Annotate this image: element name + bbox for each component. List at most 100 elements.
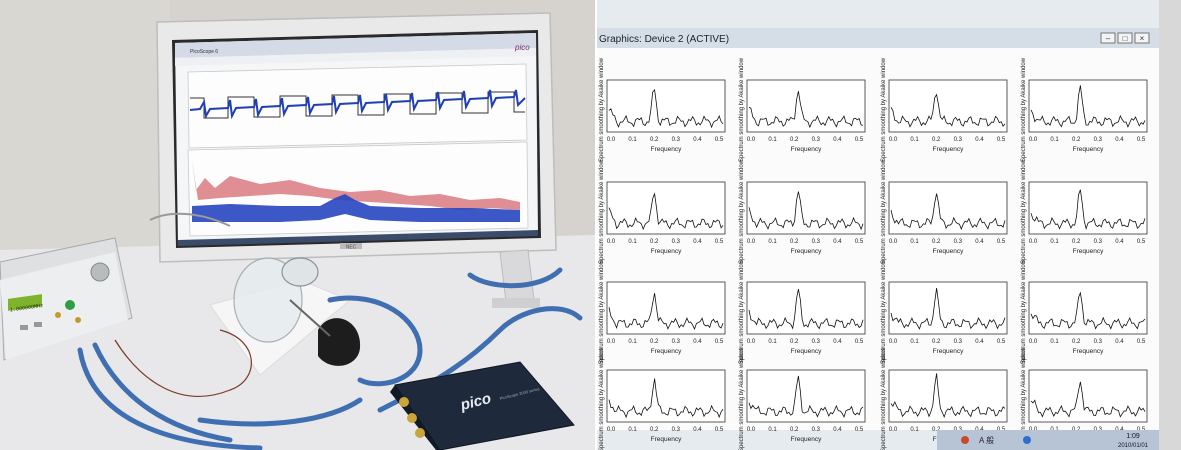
x-axis-label: Frequency — [651, 436, 682, 443]
tray-icon — [961, 436, 969, 444]
taskbar-time: 1:09 — [1126, 433, 1140, 440]
graphics-window-scene: Graphics: Device 2 (ACTIVE) – □ × 0.0 0.1… — [597, 0, 1181, 450]
x-tick-label: 0.0 — [607, 339, 616, 345]
panel-title: Spectrum smoothing by Akaike window — [881, 159, 887, 264]
x-tick-label: 0.0 — [747, 339, 756, 345]
x-tick-label: 0.5 — [997, 239, 1006, 245]
spectrum-line — [890, 288, 1006, 330]
window-title: Graphics: Device 2 (ACTIVE) — [599, 34, 729, 45]
x-tick-label: 0.2 — [790, 239, 799, 245]
x-tick-label: 0.3 — [672, 427, 681, 433]
x-tick-label: 0.0 — [889, 239, 898, 245]
panel-title: Spectrum smoothing by Akaike window — [1021, 57, 1027, 162]
x-tick-label: 0.0 — [1029, 239, 1038, 245]
spectrum-panels: 0.0 0.1 0.2 0.3 0.4 0.5 Frequency Spectrum smoo… — [599, 57, 1148, 450]
x-tick-label: 0.4 — [693, 427, 702, 433]
x-tick-label: 0.1 — [628, 427, 637, 433]
panel-title: Spectrum smoothing by Akaike window — [599, 57, 605, 162]
panel-title: Spectrum smoothing by Akaike window — [599, 347, 605, 450]
window-controls: – □ × — [1100, 32, 1150, 44]
panel-title: Spectrum smoothing by Akaike window — [599, 159, 605, 264]
help-icon[interactable] — [1023, 436, 1031, 444]
usb-oscilloscope: pico PicoScope 2000 series — [390, 361, 575, 450]
x-tick-label: 0.1 — [1050, 239, 1059, 245]
x-tick-label: 0.3 — [812, 239, 821, 245]
x-tick-label: 0.2 — [932, 427, 941, 433]
monitor-closeup-photo: Graphics: Device 2 (ACTIVE) – □ × 0.0 0.1… — [597, 0, 1181, 450]
spectrum-line — [890, 93, 1006, 128]
window-titlebar — [597, 28, 1159, 48]
close-button[interactable] — [1134, 32, 1150, 44]
taskbar-date: 2010/01/01 — [1118, 443, 1149, 449]
x-tick-label: 0.0 — [1029, 137, 1038, 143]
spectrum-line — [748, 191, 864, 231]
x-tick-label: 0.3 — [1094, 239, 1103, 245]
spectrum-line — [608, 293, 724, 331]
x-tick-label: 0.4 — [975, 239, 984, 245]
spectrum-line — [1030, 381, 1146, 418]
panel-title: Spectrum smoothing by Akaike window — [881, 57, 887, 162]
x-axis-label: Frequency — [651, 146, 682, 153]
x-tick-label: 0.5 — [715, 239, 724, 245]
wall-left — [0, 0, 170, 260]
tray-text: A 般 — [979, 435, 994, 445]
x-tick-label: 0.4 — [833, 137, 842, 143]
x-tick-label: 0.4 — [833, 427, 842, 433]
x-tick-label: 0.0 — [747, 137, 756, 143]
close-icon: × — [1140, 34, 1145, 43]
x-tick-label: 0.4 — [1115, 239, 1124, 245]
x-tick-label: 0.5 — [855, 427, 864, 433]
x-tick-label: 0.3 — [672, 339, 681, 345]
panel-frame — [1028, 369, 1148, 423]
x-tick-label: 0.4 — [693, 239, 702, 245]
x-tick-label: 0.2 — [650, 427, 659, 433]
spectrum-line — [890, 373, 1006, 419]
panel-title: Spectrum smoothing by Akaike window — [881, 347, 887, 450]
x-tick-label: 0.3 — [812, 339, 821, 345]
x-tick-label: 0.0 — [889, 339, 898, 345]
x-tick-label: 0.5 — [715, 427, 724, 433]
x-tick-label: 0.1 — [910, 137, 919, 143]
panel-title: Spectrum smoothing by Akaike window — [739, 159, 745, 264]
x-tick-label: 0.2 — [650, 137, 659, 143]
generator-display — [8, 294, 42, 311]
black-bag — [318, 318, 361, 366]
spectrum-line — [608, 192, 724, 231]
spectrum-line — [890, 193, 1006, 231]
x-axis-label: Frequency — [791, 146, 822, 153]
spectrum-line — [748, 91, 864, 129]
x-tick-label: 0.1 — [910, 427, 919, 433]
glass-jar — [233, 257, 319, 343]
x-axis-label: Frequency — [651, 248, 682, 255]
x-tick-label: 0.2 — [932, 339, 941, 345]
x-tick-label: 0.0 — [889, 137, 898, 143]
spectrum-line — [608, 378, 724, 419]
x-tick-label: 0.1 — [768, 339, 777, 345]
x-axis-label: Frequency — [651, 348, 682, 355]
x-tick-label: 0.3 — [1094, 339, 1103, 345]
monitor-app-logo: pico — [514, 43, 530, 52]
x-tick-label: 0.3 — [672, 239, 681, 245]
x-axis-label: Frequency — [1073, 146, 1104, 153]
minimize-button[interactable] — [1100, 32, 1116, 44]
x-tick-label: 0.0 — [607, 137, 616, 143]
x-tick-label: 0.4 — [693, 339, 702, 345]
spectrum-line — [1030, 189, 1146, 231]
maximize-button[interactable] — [1117, 32, 1133, 44]
panel-frame — [1028, 281, 1148, 335]
x-tick-label: 0.3 — [954, 137, 963, 143]
x-tick-label: 0.2 — [790, 137, 799, 143]
x-tick-label: 0.5 — [1137, 239, 1146, 245]
x-tick-label: 0.5 — [855, 339, 864, 345]
panel-title: Spectrum smoothing by Akaike window — [739, 347, 745, 450]
